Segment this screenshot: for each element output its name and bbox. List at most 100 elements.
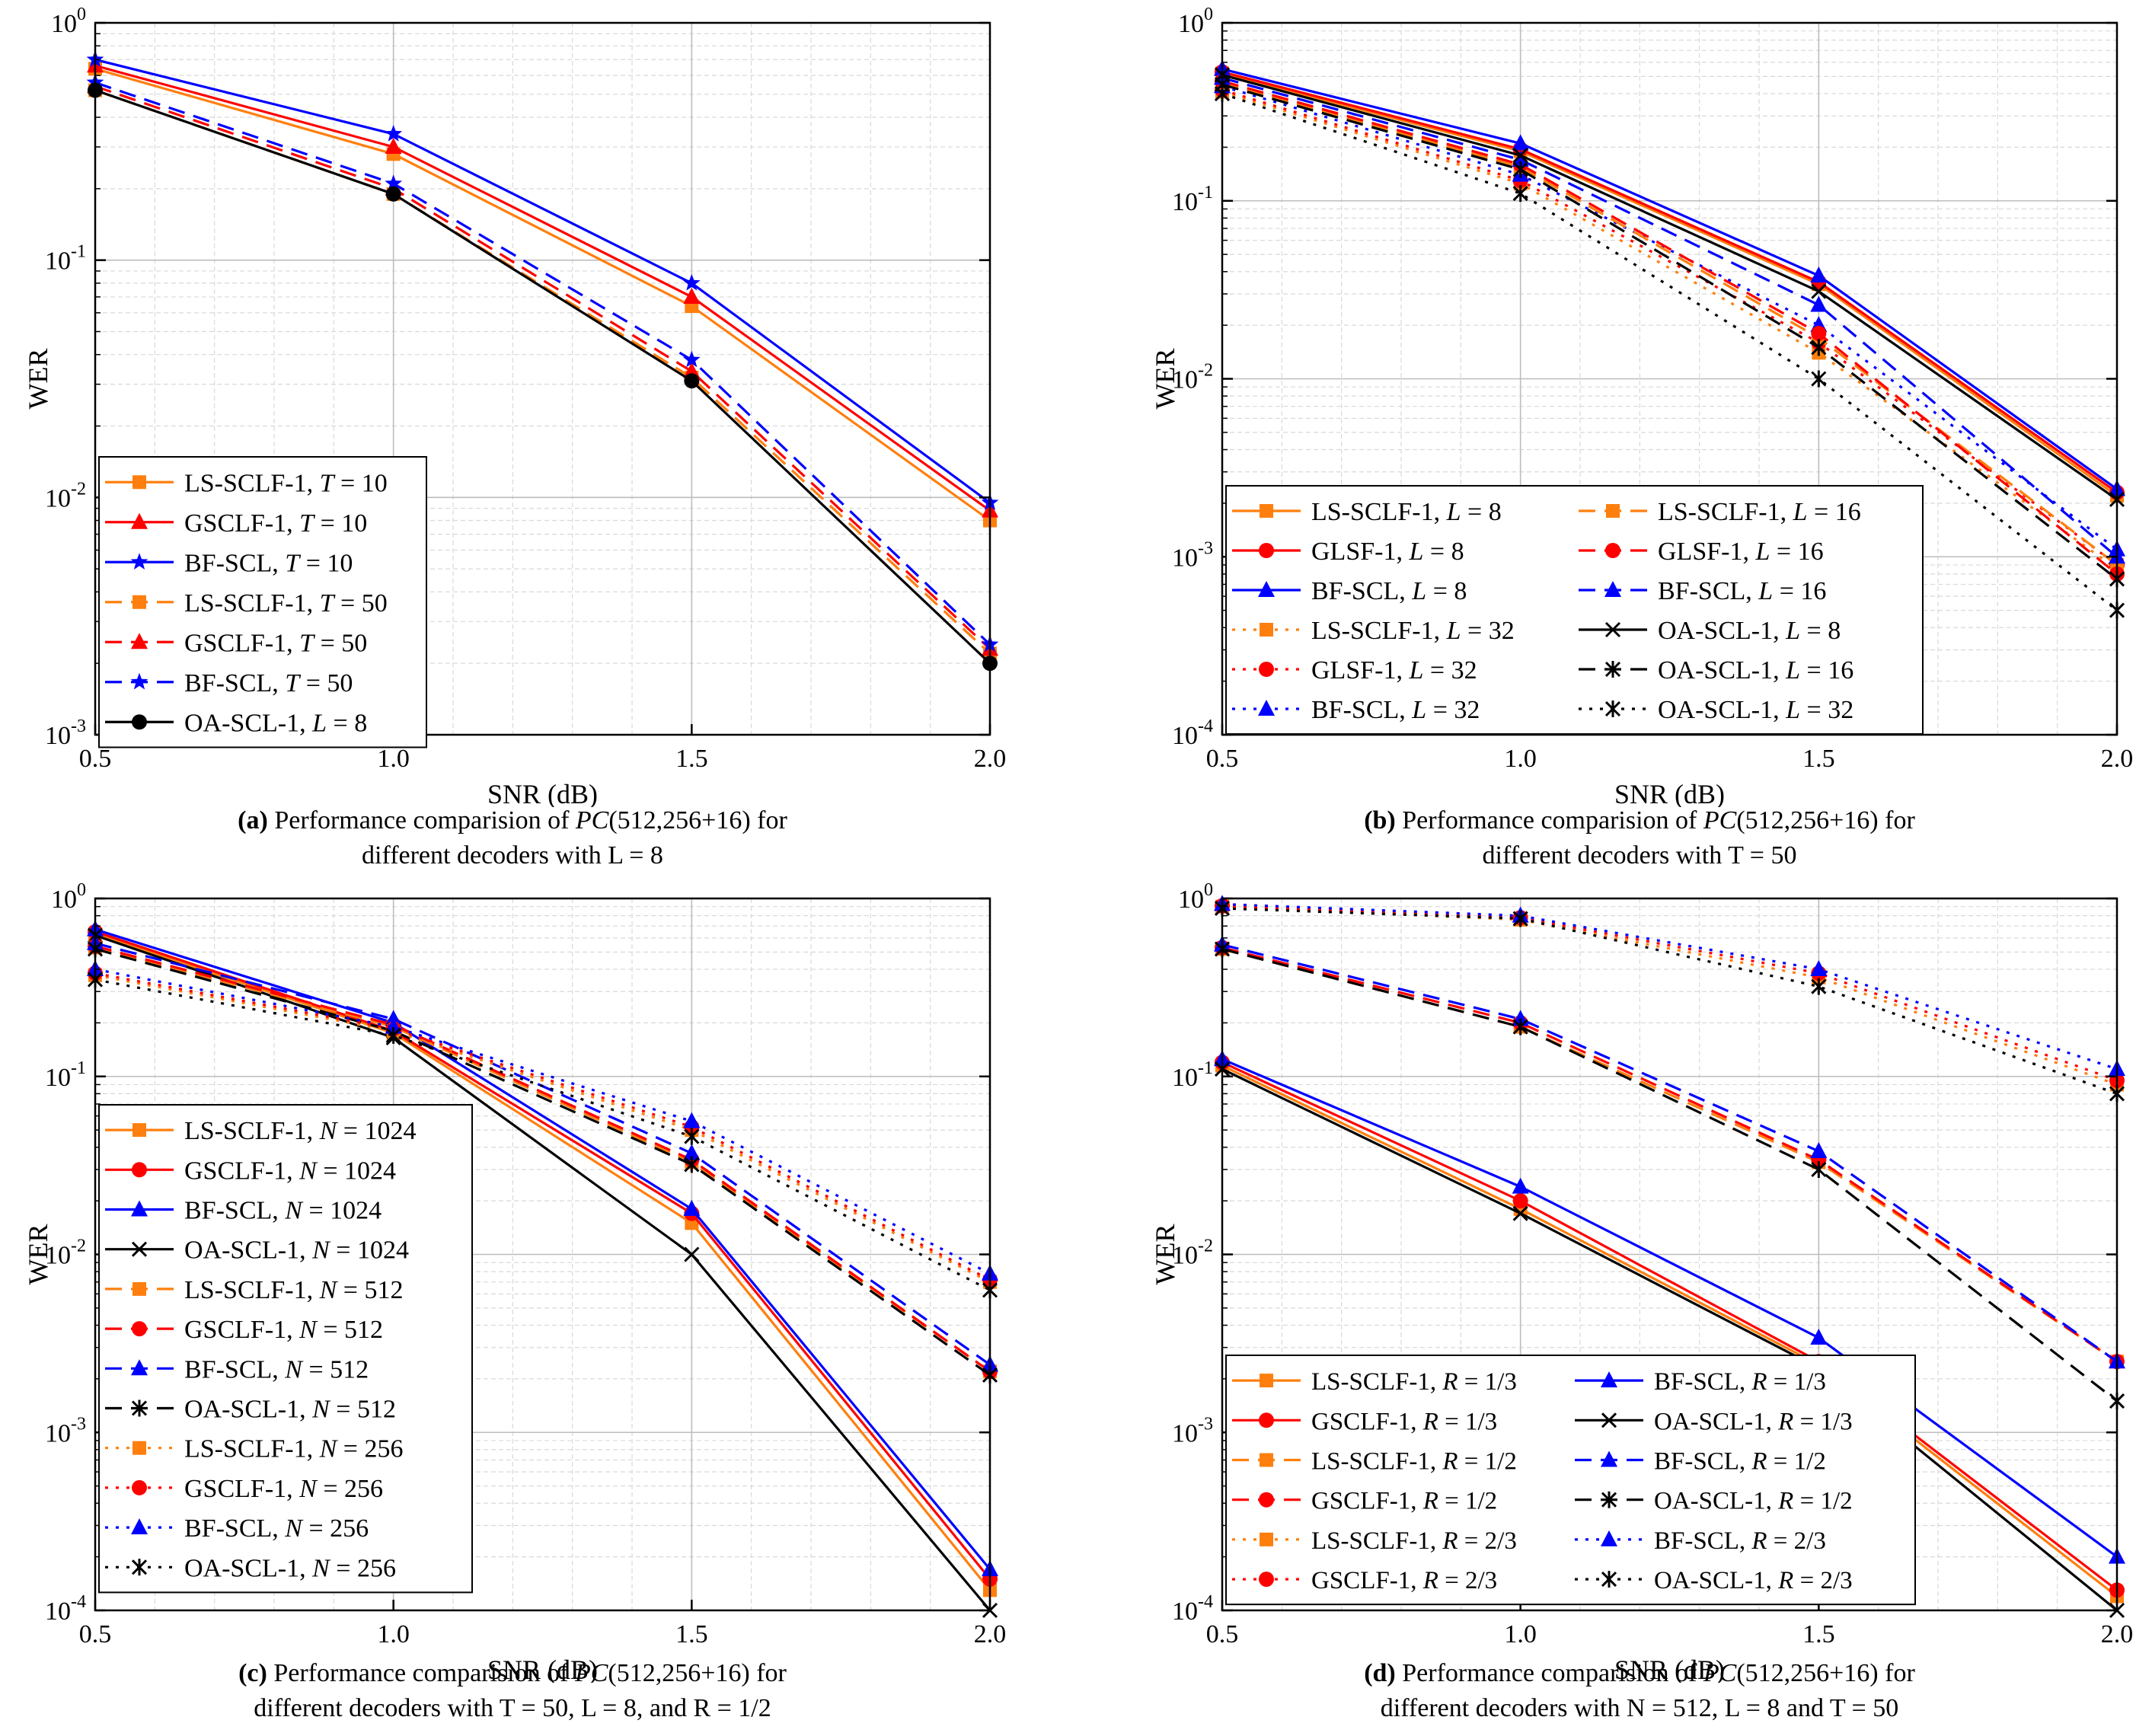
caption-text: Performance comparision of [1395, 806, 1703, 834]
x-tick-label: 1.0 [377, 745, 410, 773]
legend-entry: LS-SCLF-1, T = 50 [184, 589, 388, 617]
legend-entry: GSCLF-1, R = 2/3 [1311, 1567, 1497, 1594]
series-line-2 [94, 58, 991, 504]
legend-entry: LS-SCLF-1, R = 2/3 [1311, 1527, 1517, 1555]
legend-entry: GSCLF-1, R = 1/2 [1311, 1488, 1497, 1515]
caption-text: (512,256+16) for [1736, 1659, 1915, 1687]
legend-marker [131, 1399, 148, 1417]
data-point [1512, 185, 1528, 203]
data-point [684, 373, 700, 389]
data-point [385, 186, 401, 202]
legend-marker [133, 1123, 146, 1138]
data-point [1512, 1193, 1528, 1209]
series-line-11 [1221, 92, 2118, 611]
legend-entry: BF-SCL, R = 1/2 [1654, 1448, 1826, 1476]
legend-marker [1601, 1571, 1617, 1588]
series-line-9 [94, 972, 991, 1281]
series-group [86, 50, 999, 672]
x-tick-label: 1.0 [1504, 1620, 1537, 1648]
series-line-0 [1221, 1064, 2118, 1597]
legend-marker [133, 1281, 146, 1296]
x-tick-label: 0.5 [79, 1620, 112, 1648]
x-tick-label: 1.5 [675, 1620, 708, 1648]
data-point [683, 1144, 701, 1160]
series-line-5 [1221, 85, 2118, 550]
legend-marker [1260, 623, 1273, 637]
series-line-1 [1221, 70, 2118, 494]
data-point [1512, 148, 1528, 164]
caption-param: N = 512, L = 8 and T = 50 [1626, 1694, 1899, 1722]
x-axis-label: SNR (dB) [1614, 779, 1725, 807]
x-tick-label: 1.5 [675, 745, 708, 773]
y-tick-label: 10-4 [45, 1592, 86, 1626]
legend-entry: GSCLF-1, N = 256 [184, 1475, 383, 1503]
series-line-4 [94, 85, 991, 650]
legend-entry: BF-SCL, L = 16 [1658, 577, 1826, 605]
series-group [1214, 895, 2125, 1619]
legend-entry: GSCLF-1, R = 1/3 [1311, 1408, 1497, 1435]
legend-entry: BF-SCL, T = 50 [184, 669, 353, 697]
series-line-7 [1221, 1067, 2118, 1612]
legend-entry: GSCLF-1, T = 10 [184, 509, 367, 538]
caption-tag: (a) [238, 806, 268, 834]
data-point [1512, 1177, 1529, 1194]
y-tick-label: 10-2 [45, 1237, 86, 1270]
y-tick-label: 10-2 [1172, 361, 1213, 394]
legend-entry: BF-SCL, R = 1/3 [1654, 1368, 1826, 1396]
chart-panel-b: 10-4 10-3 10-2 10-1 100 0.5 1.0 1.5 2.0 SNR (dB) W… [1127, 0, 2152, 811]
data-point [385, 174, 403, 191]
caption-param: T = 50 [1728, 841, 1797, 870]
legend-entry: BF-SCL, L = 8 [1311, 577, 1467, 605]
series-line-6 [1221, 1058, 2118, 1558]
caption-text: (512,256+16) for [608, 806, 787, 834]
series-line-5 [1221, 905, 2118, 1082]
caption-code: PC [1703, 806, 1737, 834]
legend-entry: BF-SCL, N = 512 [184, 1355, 369, 1383]
data-point [1810, 295, 1828, 312]
caption-tag: (c) [238, 1659, 267, 1687]
y-axis-label: WER [1150, 349, 1180, 410]
legend-marker [1258, 581, 1275, 597]
caption-d: (d) Performance comparision of PC(512,25… [1127, 1656, 2152, 1726]
x-tick-label: 0.5 [1206, 1620, 1239, 1648]
caption-code: PC [1703, 1659, 1737, 1687]
data-point [1811, 978, 1827, 995]
series-line-4 [1221, 88, 2118, 566]
legend-entry: BF-SCL, T = 10 [184, 549, 353, 577]
data-point [682, 273, 701, 291]
data-point [1810, 1329, 1828, 1345]
y-axis-label: WER [23, 1224, 53, 1285]
x-axis-label: SNR (dB) [1614, 1655, 1725, 1683]
data-point [1810, 266, 1828, 282]
data-point [1512, 910, 1528, 927]
data-point [1811, 1160, 1827, 1178]
axes [1221, 897, 2118, 1612]
legend-entry: BF-SCL, L = 32 [1311, 696, 1480, 724]
series-line-0 [94, 67, 991, 522]
legend-marker [1260, 1453, 1273, 1467]
legend-marker [132, 1479, 147, 1495]
legend-marker [1260, 1374, 1273, 1388]
legend-marker [1601, 1412, 1617, 1428]
legend-marker [132, 714, 147, 730]
y-tick-label: 10-2 [1172, 1237, 1213, 1270]
data-point [1512, 161, 1528, 178]
y-tick-label: 10-1 [45, 242, 86, 276]
caption-text: different decoders with [1482, 841, 1729, 870]
chart-svg-a: 10-3 10-2 10-1 100 0.5 1.0 1.5 2.0 SNR (dB) WER LS… [23, 5, 1006, 809]
data-point [684, 1246, 700, 1262]
caption-text: different decoders with [362, 841, 608, 870]
y-tick-label: 100 [51, 5, 86, 38]
axes-frame [94, 21, 991, 736]
legend-entry: LS-SCLF-1, R = 1/3 [1311, 1368, 1517, 1396]
legend-entry: LS-SCLF-1, R = 1/2 [1311, 1448, 1517, 1476]
data-point [385, 1026, 401, 1044]
series-line-8 [1221, 943, 2118, 1363]
data-point [684, 1156, 700, 1173]
legend-box [1225, 1355, 1916, 1606]
series-line-1 [94, 930, 991, 1580]
y-tick-label: 100 [1178, 5, 1213, 38]
y-tick-label: 10-3 [1172, 538, 1213, 572]
x-tick-label: 1.5 [1802, 745, 1835, 773]
data-point [1811, 325, 1827, 341]
